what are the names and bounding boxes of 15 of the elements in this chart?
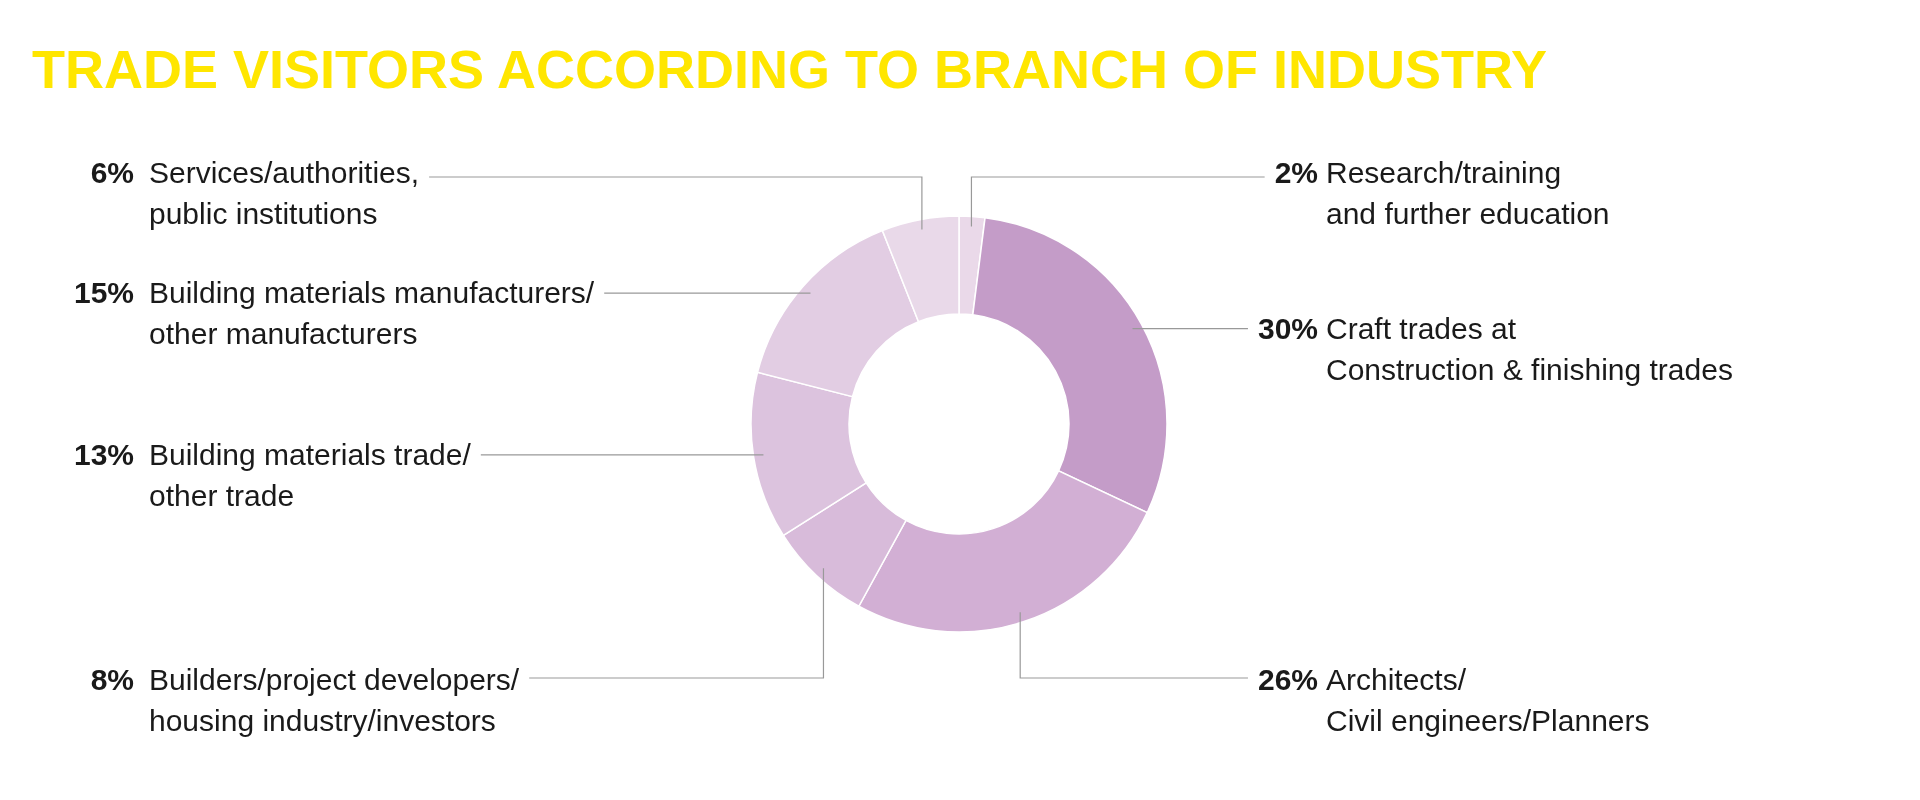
slice-label: Building materials manufacturers/ other manufacturers	[149, 276, 595, 351]
slice-label: Architects/ Civil engineers/Planners	[1326, 663, 1650, 737]
data-label: 30%	[1257, 311, 1318, 345]
data-label: 15%	[73, 276, 134, 310]
data-label: 13%	[73, 437, 134, 471]
slice-label: Builders/project developers/ housing industry/investors	[149, 663, 520, 737]
slice-label: Research/training and further education	[1326, 156, 1610, 230]
data-label: 2%	[1274, 156, 1318, 189]
data-label: 8%	[90, 663, 134, 696]
data-label: 6%	[90, 156, 134, 189]
slice-label: Craft trades at Construction & finishing trades	[1326, 311, 1733, 386]
slice-label: Services/authorities, public institutions	[149, 156, 420, 230]
data-label: 26%	[1257, 663, 1318, 696]
chart-title: TRADE VISITORS ACCORDING TO BRANCH OF INDUSTRY	[32, 39, 1548, 99]
slice-label: Building materials trade/ other trade	[149, 437, 472, 512]
